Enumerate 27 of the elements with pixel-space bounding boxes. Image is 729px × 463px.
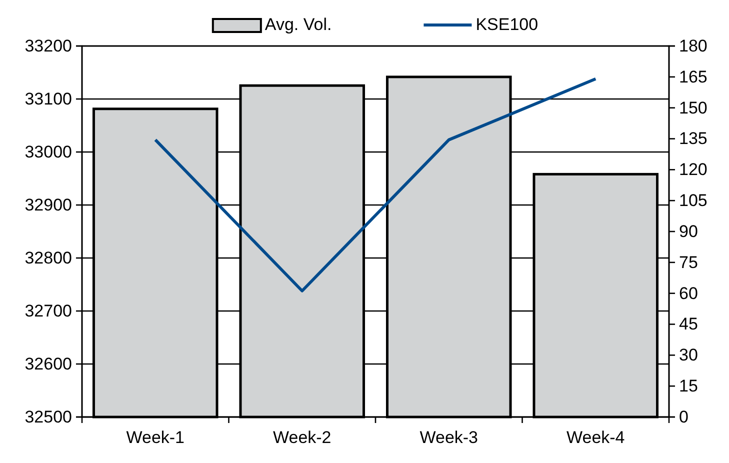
y-tick-label: 33000 (24, 142, 72, 162)
y2-tick-label: 60 (679, 284, 698, 303)
x-tick-label: Week-2 (272, 428, 332, 448)
y2-tick-label: 30 (679, 346, 698, 365)
legend-label: Avg. Vol. (264, 15, 332, 34)
x-tick-label: Week-3 (420, 428, 478, 448)
y-tick-label: 33200 (24, 36, 72, 56)
y-tick-label: 33100 (24, 89, 72, 108)
y2-tick-label: 150 (679, 98, 708, 118)
y-tick-label: 32900 (24, 195, 72, 214)
legend-label: KSE100 (476, 15, 538, 34)
y2-tick-label: 45 (679, 314, 698, 334)
y2-tick-label: 90 (679, 222, 698, 241)
y2-tick-label: 165 (679, 67, 708, 86)
y2-tick-label: 105 (679, 191, 708, 210)
x-tick-label: Week-1 (126, 428, 185, 448)
y-tick-label: 32600 (24, 354, 72, 374)
y2-tick-label: 0 (679, 407, 688, 426)
y2-tick-label: 180 (679, 36, 708, 56)
y-tick-label: 32800 (24, 248, 72, 268)
y2-tick-label: 75 (679, 252, 698, 272)
y-tick-label: 32500 (24, 407, 72, 426)
y-tick-label: 32700 (24, 301, 72, 320)
y2-tick-label: 15 (679, 376, 698, 396)
x-tick-label: Week-4 (566, 428, 625, 448)
y2-tick-label: 120 (679, 160, 708, 180)
y2-tick-label: 135 (679, 129, 708, 148)
